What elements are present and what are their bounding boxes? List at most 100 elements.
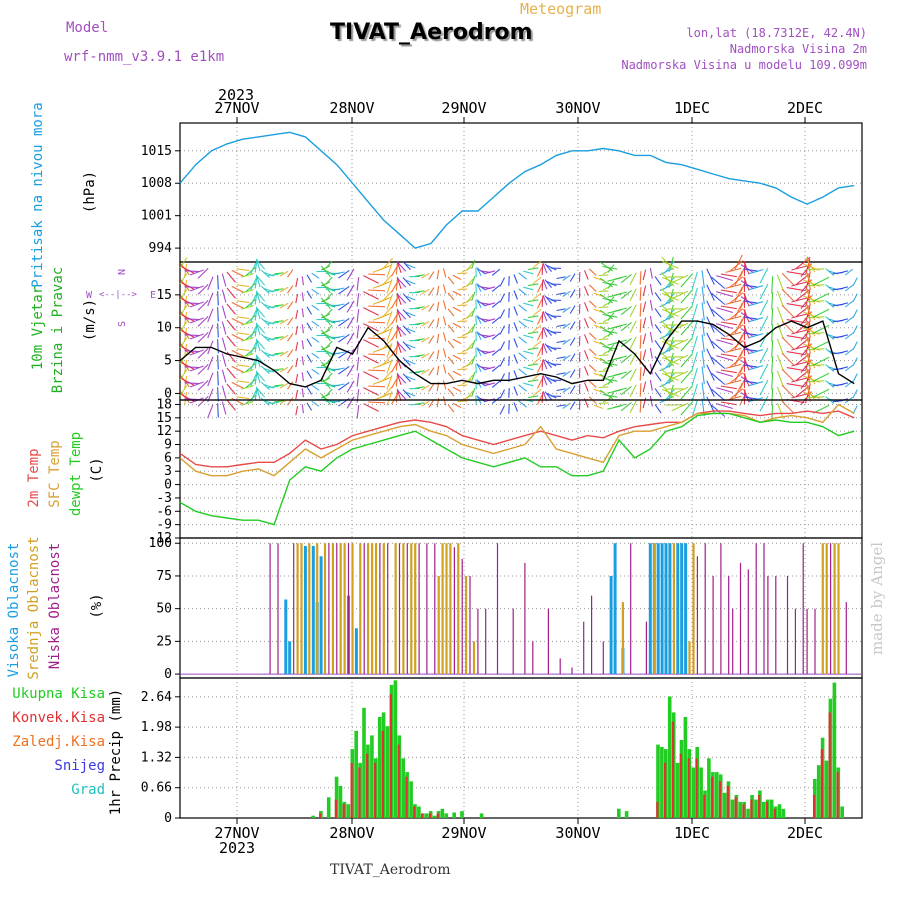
wind-arrow <box>629 304 637 317</box>
cloud-bar <box>328 543 330 674</box>
cloud-bar <box>434 543 436 674</box>
cloud-bar <box>712 575 714 674</box>
wind-arrow <box>217 403 219 418</box>
wind-arrow <box>402 357 411 366</box>
wind-arrow <box>562 290 571 297</box>
cloud-bar <box>559 658 561 675</box>
wind-arrow <box>668 272 674 288</box>
model-label: Model <box>66 20 109 36</box>
wind-arrow <box>184 302 199 305</box>
wind-arrow <box>691 271 698 290</box>
wind-arrow <box>452 322 462 328</box>
wind-arrow <box>221 273 227 287</box>
wind-arrow <box>598 290 609 293</box>
wind-arrow <box>654 292 662 302</box>
wind-arrow <box>639 303 642 317</box>
wind-arrow <box>536 330 543 341</box>
wind-arrow <box>197 396 209 407</box>
wind-arrow <box>428 383 435 392</box>
wind-arrow <box>415 370 425 373</box>
cloud-bar <box>692 543 695 674</box>
wind-arrow <box>776 402 784 419</box>
wind-arrow <box>267 401 279 405</box>
wind-arrow <box>221 289 227 303</box>
cloud-bar <box>449 543 452 674</box>
wind-arrow <box>226 399 236 411</box>
wind-arrow <box>806 288 811 306</box>
wind-arrow <box>306 370 313 379</box>
wind-arrow <box>189 365 204 372</box>
wind-arrow <box>602 345 618 350</box>
wind-arrow <box>786 351 805 356</box>
temp-axis-dewpt: dewpt Temp <box>68 432 84 516</box>
wind-arrow <box>706 396 715 413</box>
wind-arrow <box>184 382 199 385</box>
wind-arrow <box>588 332 597 340</box>
top-day-label: 2DEC <box>787 99 823 117</box>
wind-arrow <box>743 268 759 272</box>
bottom-day-label: 28NOV <box>329 824 374 842</box>
wind-arrow <box>405 263 416 269</box>
wind-arrow <box>485 286 496 290</box>
top-year-label: 2023 <box>218 86 254 104</box>
wind-arrow <box>720 305 737 310</box>
wind-arrow <box>475 299 477 310</box>
wind-arrow <box>338 381 350 391</box>
wind-arrow <box>527 267 539 271</box>
wind-arrow <box>287 301 294 310</box>
wind-arrow <box>421 368 430 375</box>
wind-arrow <box>852 325 858 335</box>
wind-arrow <box>356 309 360 323</box>
wind-arrow <box>240 305 254 310</box>
wind-arrow <box>562 338 571 345</box>
cloud-bar <box>672 543 675 674</box>
wind-arrow <box>743 396 759 400</box>
wind-arrow <box>740 376 755 386</box>
wind-arrow <box>771 388 774 406</box>
wind-arrow <box>518 288 527 296</box>
wind-arrow <box>197 380 209 391</box>
wind-arrow <box>245 314 257 325</box>
wind-arrow <box>179 369 188 381</box>
wind-arrow <box>254 355 258 369</box>
wind-arrow <box>691 383 698 402</box>
wind-arrow <box>734 286 743 302</box>
wind-axis-unit: (m/s) <box>82 299 98 341</box>
wind-arrow <box>184 286 199 289</box>
wind-arrow <box>240 337 254 342</box>
wind-arrow <box>331 367 345 372</box>
wind-arrow <box>759 395 769 412</box>
wind-arrow <box>706 284 715 301</box>
wind-arrow <box>541 264 544 275</box>
precip-bar <box>722 792 727 818</box>
wind-arrow <box>189 381 204 388</box>
wind-arrow <box>593 324 604 330</box>
wind-arrow <box>654 388 662 398</box>
wind-arrow <box>254 371 258 385</box>
model-elevation-info: Nadmorska Visina u modelu 109.099m <box>621 58 867 72</box>
cloud-bar <box>680 543 684 674</box>
wind-arrow <box>287 381 294 390</box>
wind-arrow <box>791 328 809 335</box>
wind-arrow <box>620 385 632 396</box>
wind-arrow <box>569 273 576 282</box>
wind-arrow <box>562 354 571 361</box>
wind-arrow <box>475 267 477 278</box>
wind-arrow <box>776 338 784 355</box>
wind-arrow <box>447 292 455 301</box>
wind-arrow <box>274 400 284 403</box>
wind-arrow <box>776 322 784 339</box>
wind-arrow <box>544 263 552 272</box>
wind-arrow <box>711 308 726 321</box>
wind-arrow <box>838 318 849 322</box>
wind-arrow <box>363 355 379 364</box>
wind-arrow <box>396 293 407 304</box>
precip-bar <box>342 804 345 818</box>
cloud-bar <box>288 641 292 675</box>
wind-arrow <box>475 347 477 358</box>
wind-arrow <box>396 261 407 272</box>
cloud-bar <box>319 556 323 675</box>
wind-arrow <box>306 274 313 283</box>
wind-arrow <box>776 306 784 323</box>
wind-arrow <box>720 353 737 358</box>
